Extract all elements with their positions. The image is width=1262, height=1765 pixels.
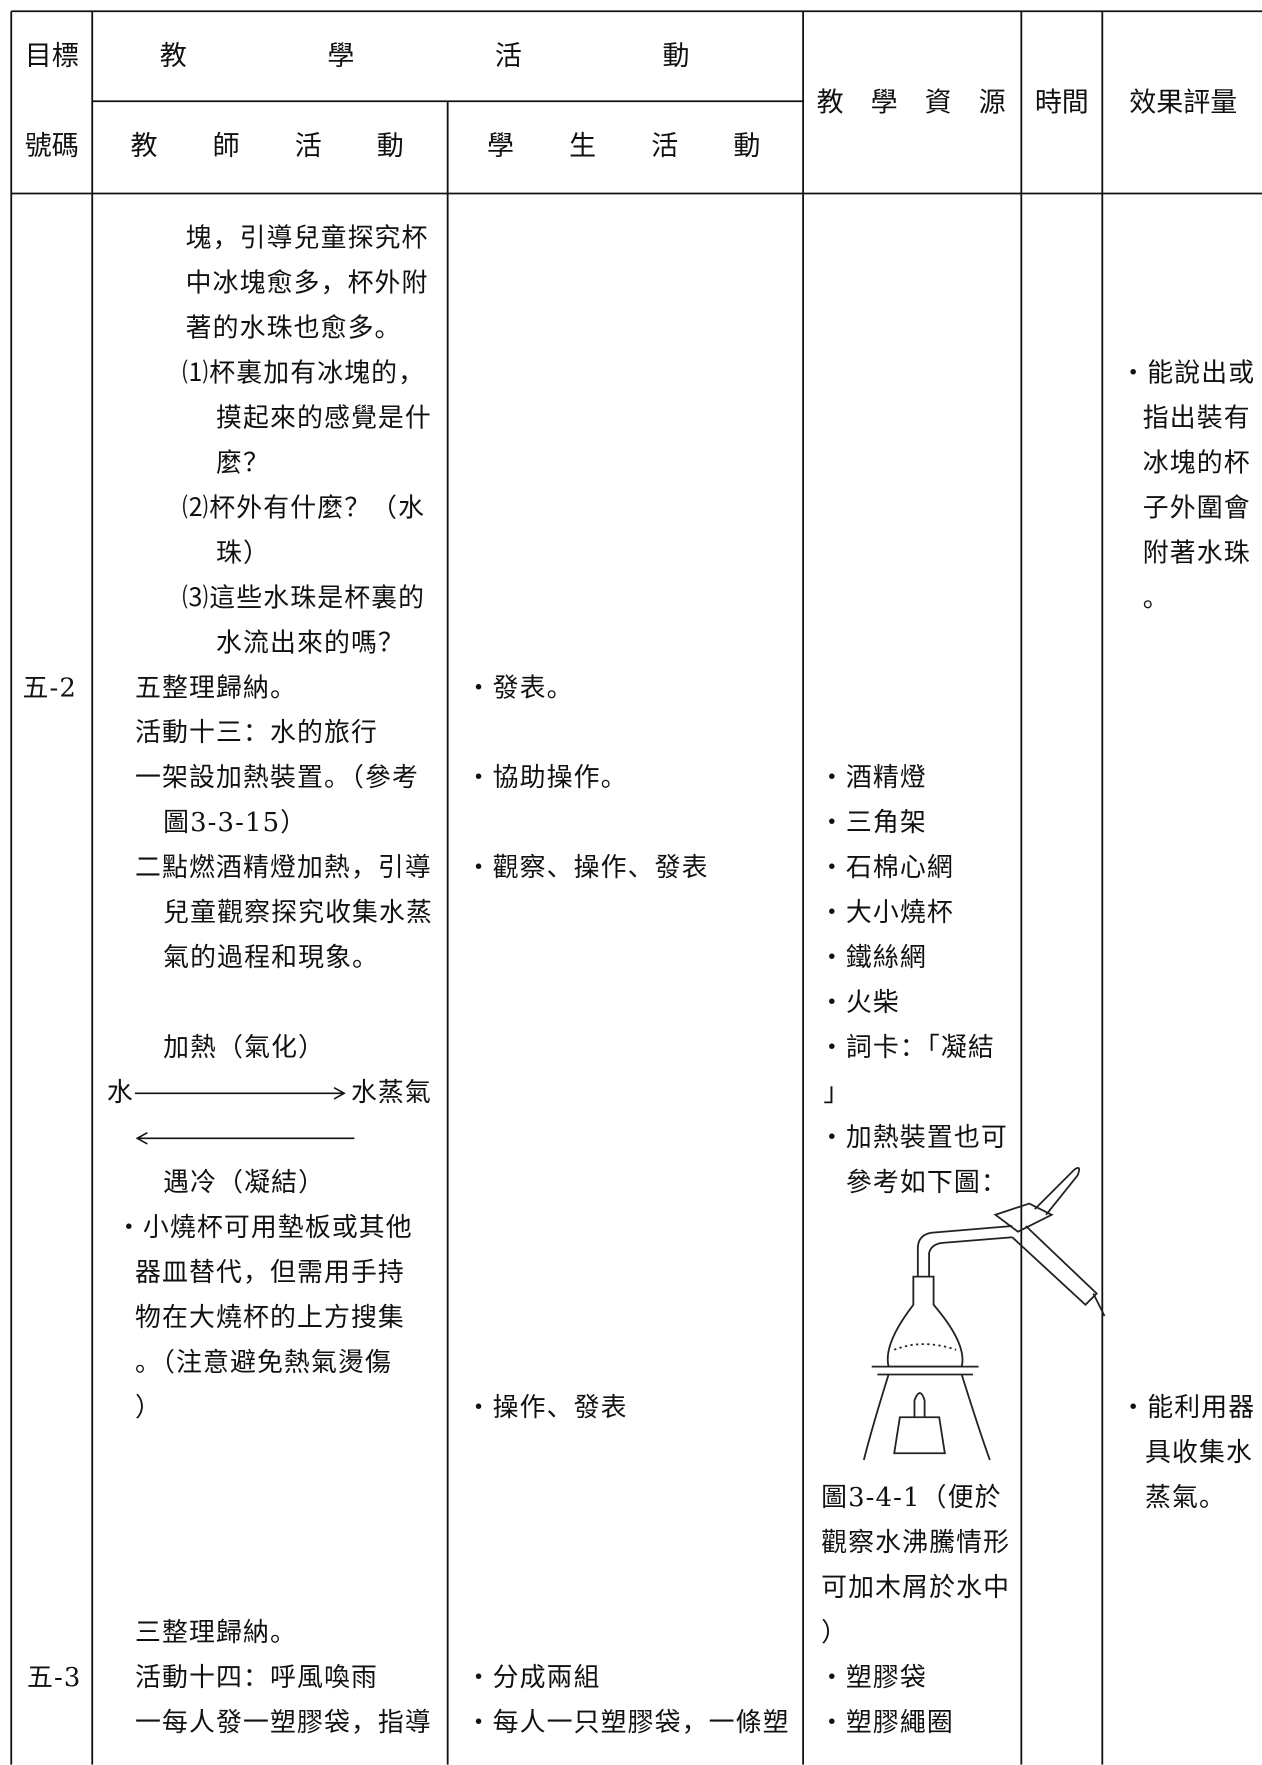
- teacher-line: 一每人發一塑膠袋，指導: [134, 1708, 432, 1738]
- diagram-node: 水: [106, 1078, 134, 1108]
- teacher-line: 著的水珠也愈多。: [185, 313, 402, 344]
- diagram-label: 加熱（氣化）: [163, 1033, 326, 1063]
- teacher-line: 三整理歸納。: [134, 1618, 297, 1648]
- student-line: ・觀察、操作、發表: [465, 853, 709, 883]
- teacher-line: 活動十四：呼風喚雨: [134, 1663, 378, 1693]
- apparatus-illustration: [862, 1167, 1106, 1461]
- evaluation-line: 附著水珠: [1142, 538, 1251, 569]
- resource-line: 」: [823, 1078, 851, 1108]
- header-resources: 教學資源: [816, 86, 1033, 119]
- student-line: ・操作、發表: [465, 1393, 628, 1423]
- header-goal: 目標: [24, 40, 79, 72]
- goal-code: 五-2: [22, 673, 77, 703]
- evaluation-line: ・能利用器: [1120, 1393, 1256, 1423]
- teacher-line: 珠）: [215, 538, 270, 569]
- teacher-line: 氣的過程和現象。: [163, 943, 380, 973]
- student-line: ・分成兩組: [465, 1663, 601, 1693]
- resource-line: ・火柴: [818, 988, 900, 1018]
- teacher-line: ）: [134, 1393, 162, 1423]
- teacher-line: 物在大燒杯的上方搜集: [134, 1303, 405, 1333]
- teacher-line: 。（注意避免熱氣燙傷: [134, 1348, 392, 1378]
- teacher-line: ⑴杯裏加有冰塊的，: [182, 358, 426, 389]
- header-evaluation: 效果評量: [1129, 86, 1238, 119]
- teacher-line: ⑵杯外有什麼？（水: [182, 493, 426, 524]
- teacher-line: 一架設加熱裝置。（參考: [134, 763, 419, 793]
- resource-line: 參考如下圖：: [845, 1168, 1008, 1198]
- evaluation-line: 具收集水: [1145, 1438, 1254, 1468]
- resource-line: ・石棉心網: [818, 853, 954, 883]
- evaluation-line: 指出裝有: [1142, 403, 1251, 434]
- evaluation-line: ・能說出或: [1120, 358, 1256, 389]
- resource-line: ）: [821, 1618, 849, 1648]
- teacher-line: 五整理歸納。: [134, 673, 297, 703]
- header-time: 時間: [1034, 86, 1089, 119]
- header-student: 學生活動: [487, 130, 816, 162]
- diagram-label: 遇冷（凝結）: [163, 1168, 326, 1198]
- header-activities: 教學活動: [159, 40, 831, 72]
- resource-line: 觀察水沸騰情形: [821, 1528, 1011, 1558]
- arrows: [134, 1086, 355, 1145]
- resource-line: 圖3-4-1（便於: [821, 1483, 1002, 1513]
- teacher-line: 圖3-3-15）: [163, 808, 308, 838]
- header-code: 號碼: [24, 130, 79, 162]
- student-line: ・每人一只塑膠袋，一條塑: [465, 1708, 790, 1738]
- resource-line: ・加熱裝置也可: [818, 1123, 1008, 1153]
- teacher-line: 兒童觀察探究收集水蒸: [163, 898, 434, 928]
- teacher-line: ・小燒杯可用墊板或其他: [115, 1213, 413, 1243]
- resource-line: ・塑膠繩圈: [818, 1708, 954, 1738]
- resource-line: ・塑膠袋: [818, 1663, 927, 1693]
- resource-line: ・大小燒杯: [818, 898, 954, 928]
- evaluation-line: 冰塊的杯: [1142, 448, 1251, 479]
- teacher-line: 器皿替代，但需用手持: [134, 1258, 405, 1288]
- teacher-line: 水流出來的嗎？: [215, 628, 405, 659]
- resource-line: ・酒精燈: [818, 763, 927, 793]
- goal-code: 五-3: [26, 1663, 82, 1693]
- resource-line: 可加木屑於水中: [821, 1573, 1011, 1603]
- resource-line: ・三角架: [818, 808, 927, 838]
- resource-line: ・鐵絲網: [818, 943, 927, 973]
- teacher-line: 塊，引導兒童探究杯: [185, 223, 429, 254]
- evaluation-line: 子外圍會: [1142, 493, 1251, 524]
- resource-line: ・詞卡：「凝結: [818, 1033, 995, 1063]
- teacher-line: 活動十三：水的旅行: [134, 718, 378, 748]
- teacher-line: 中冰塊愈多，杯外附: [185, 268, 429, 299]
- header-teacher: 教師活動: [130, 130, 459, 162]
- diagram-node: 水蒸氣: [350, 1078, 432, 1108]
- teacher-line: 二點燃酒精燈加熱，引導: [134, 853, 432, 883]
- teacher-line: ⑶這些水珠是杯裏的: [182, 583, 426, 614]
- teacher-line: 摸起來的感覺是什: [215, 403, 432, 434]
- evaluation-line: 。: [1142, 583, 1170, 614]
- teacher-line: 麼？: [215, 448, 270, 479]
- evaluation-line: 蒸氣。: [1145, 1483, 1227, 1513]
- student-line: ・協助操作。: [465, 763, 628, 793]
- student-line: ・發表。: [465, 673, 574, 703]
